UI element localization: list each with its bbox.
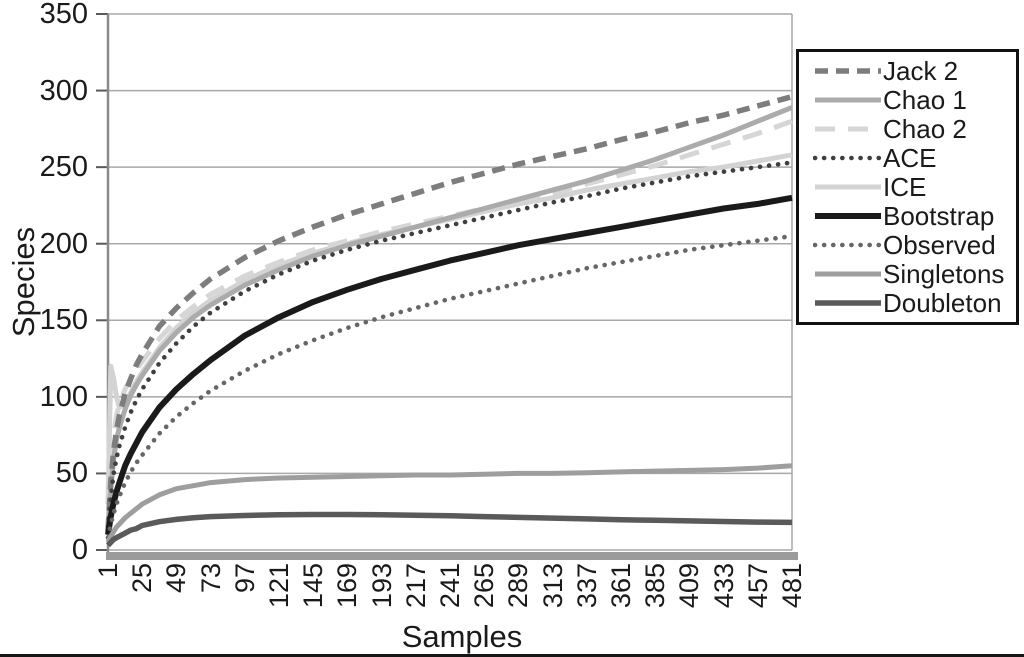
- legend-line-icon: [815, 271, 881, 277]
- legend-line-icon: [815, 67, 881, 74]
- y-tick-label: 350: [39, 0, 88, 30]
- legend-label: Doubleton: [883, 288, 1002, 319]
- x-tick-label: 1: [93, 563, 123, 579]
- x-tick-label: 265: [469, 563, 500, 609]
- legend-label: Singletons: [883, 259, 1005, 290]
- y-tick-label: 100: [39, 380, 88, 413]
- series-line-observed: [105, 233, 795, 541]
- x-axis-baseline: [106, 552, 798, 560]
- x-tick-label: 289: [503, 563, 534, 609]
- y-tick-label: 50: [55, 457, 88, 490]
- x-tick-label: 457: [742, 563, 773, 609]
- legend-item-chao-1: Chao 1: [813, 86, 1014, 114]
- legend-line-icon: [815, 300, 881, 307]
- x-tick-label: 313: [537, 563, 568, 609]
- series-line-ace: [105, 160, 795, 530]
- figure-bottom-edge: [0, 654, 1024, 657]
- legend-label: Chao 1: [883, 84, 967, 115]
- y-axis-title: Species: [6, 226, 41, 338]
- y-tick-label: 250: [39, 151, 88, 184]
- x-axis-title: Samples: [401, 619, 523, 654]
- series-line-ice: [105, 152, 793, 505]
- legend-item-observed: Observed: [813, 231, 1014, 259]
- legend-label: Jack 2: [883, 55, 959, 86]
- x-tick-label: 25: [127, 563, 158, 594]
- y-tick-label: 0: [71, 534, 88, 566]
- y-tick-label: 200: [39, 227, 88, 260]
- legend-item-ace: ACE: [813, 144, 1014, 172]
- x-tick-label: 145: [298, 563, 329, 609]
- legend-line-icon: [815, 213, 881, 220]
- legend-line-icon: [813, 242, 883, 248]
- series-line-jack-2: [105, 94, 793, 532]
- legend-item-doubleton: Doubleton: [813, 289, 1014, 317]
- series-line-chao-1: [105, 105, 793, 532]
- legend-label: Bootstrap: [883, 201, 995, 232]
- x-tick-label: 49: [161, 563, 192, 594]
- series-line-bootstrap: [105, 194, 793, 536]
- x-tick-label: 337: [571, 563, 602, 609]
- legend-line-icon: [815, 126, 881, 132]
- legend-label: Observed: [883, 230, 996, 261]
- x-tick-label: 433: [708, 563, 739, 609]
- legend-item-bootstrap: Bootstrap: [813, 202, 1014, 230]
- legend-line-icon: [815, 184, 881, 190]
- x-tick-label: 385: [640, 563, 671, 609]
- y-tick-label: 150: [39, 304, 88, 337]
- x-tick-label: 409: [674, 563, 705, 609]
- y-tick-label: 300: [39, 74, 88, 107]
- legend-label: ICE: [883, 171, 927, 202]
- x-tick-label: 481: [777, 563, 807, 609]
- x-tick-label: 169: [332, 563, 363, 609]
- series-line-chao-2: [105, 118, 793, 528]
- legend-item-singletons: Singletons: [813, 260, 1014, 288]
- legend-item-chao-2: Chao 2: [813, 115, 1014, 143]
- series-line-singletons: [105, 463, 793, 544]
- legend-line-icon: [813, 155, 883, 161]
- series-line-doubleton: [105, 511, 793, 548]
- x-tick-label: 217: [400, 563, 431, 609]
- x-tick-label: 193: [366, 563, 397, 609]
- x-tick-label: 97: [229, 563, 260, 594]
- legend-label: Chao 2: [883, 113, 967, 144]
- x-tick-label: 121: [264, 563, 294, 609]
- x-tick-label: 241: [435, 563, 465, 609]
- legend-line-icon: [815, 97, 881, 103]
- legend-item-jack-2: Jack 2: [813, 57, 1014, 85]
- x-tick-label: 73: [195, 563, 226, 594]
- x-tick-label: 361: [606, 563, 636, 609]
- legend: Jack 2 Chao 1 Chao 2 ACE ICE Bootstrap Observe…: [796, 49, 1019, 325]
- legend-label: ACE: [883, 142, 937, 173]
- legend-item-ice: ICE: [813, 173, 1014, 201]
